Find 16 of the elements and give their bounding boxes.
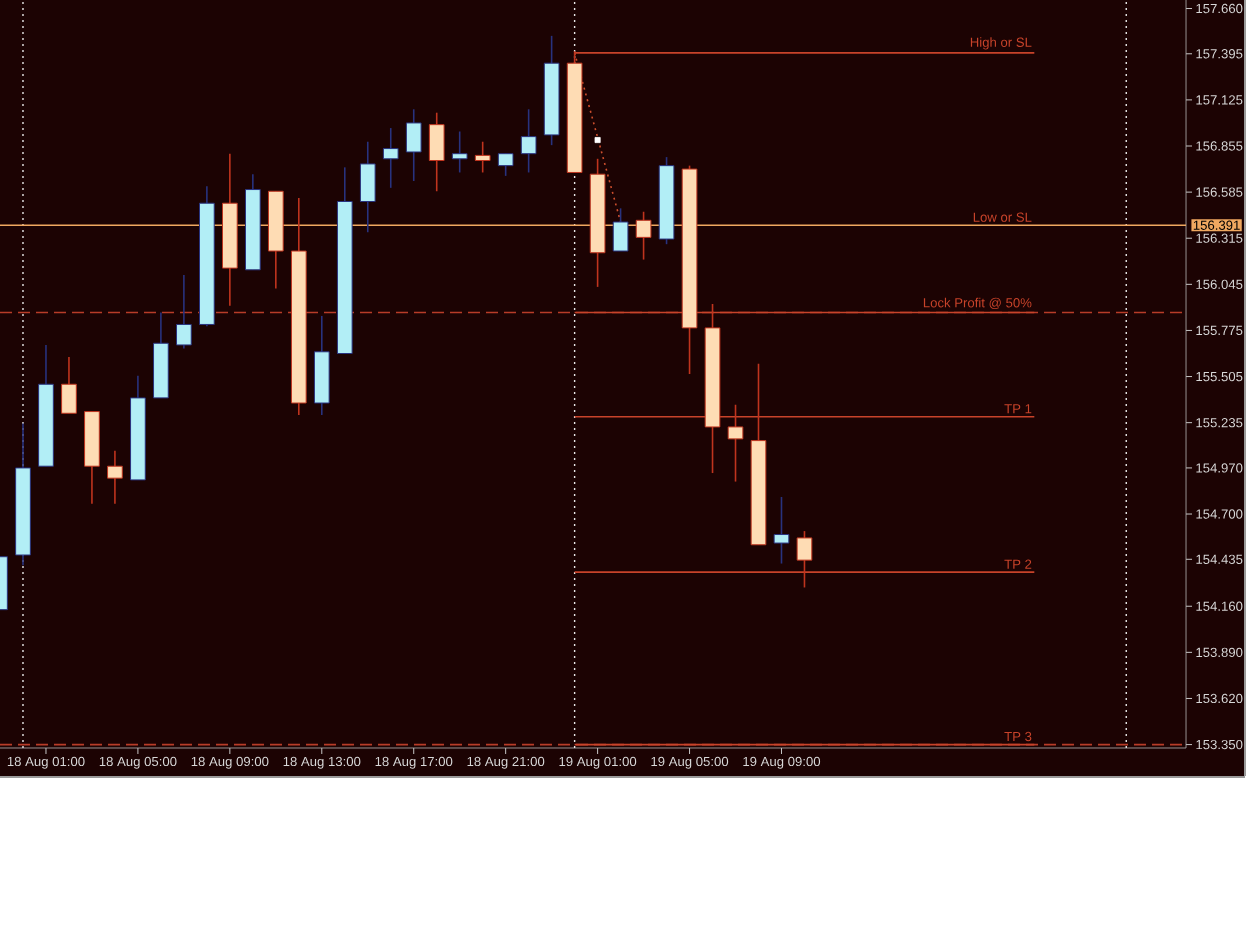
- candlestick: [405, 108, 422, 182]
- candlestick: [474, 140, 491, 174]
- candlestick: [359, 140, 376, 234]
- candlestick: [497, 152, 514, 177]
- candlestick: [520, 108, 537, 174]
- candlestick: [612, 207, 629, 252]
- candlestick: [382, 127, 399, 189]
- candlestick: [773, 496, 790, 565]
- candlestick: [107, 450, 123, 505]
- candlestick: [176, 274, 192, 350]
- candlestick: [635, 210, 652, 261]
- candlestick: [727, 403, 744, 483]
- candlestick: [428, 111, 445, 193]
- candlestick: [796, 530, 813, 589]
- candlestick: [61, 356, 77, 415]
- candlestick: [451, 130, 468, 174]
